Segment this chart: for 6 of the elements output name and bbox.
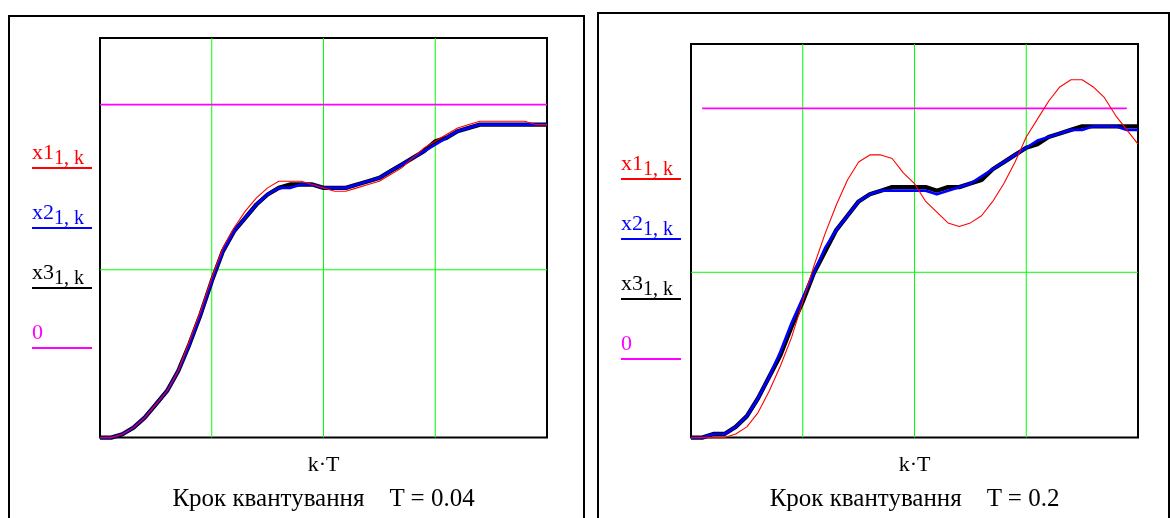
x-axis-title: k·T bbox=[898, 450, 931, 476]
text: Крок квантування T = 0.2 bbox=[769, 483, 1060, 511]
text: Крок квантування T = 0.04 bbox=[172, 483, 476, 511]
text: 0 bbox=[621, 330, 633, 355]
x-axis-title: k·T bbox=[307, 450, 340, 476]
text: 0 bbox=[32, 319, 44, 344]
